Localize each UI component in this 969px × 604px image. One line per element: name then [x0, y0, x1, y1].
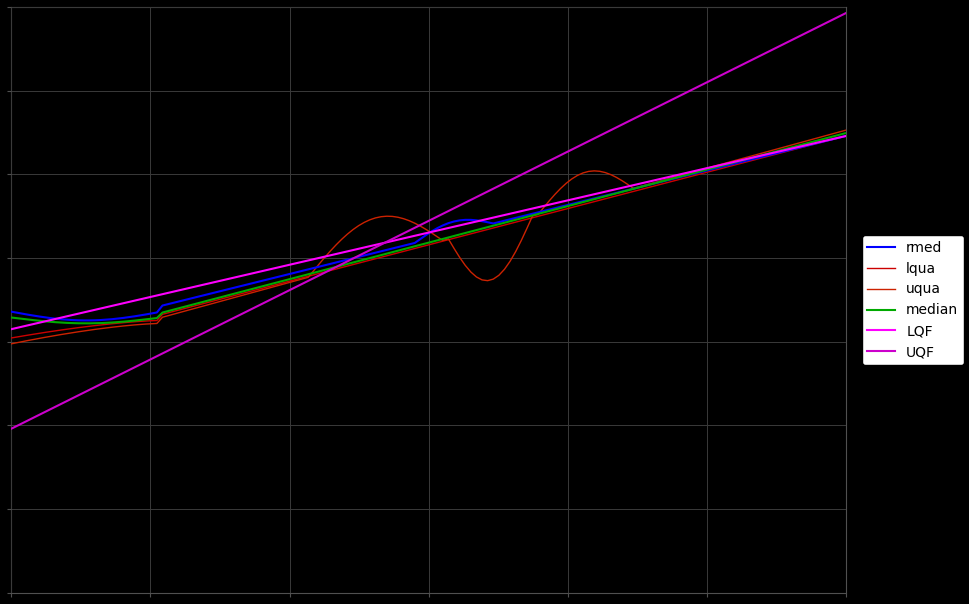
rmed [448, 218, 459, 225]
rmed [285, 270, 297, 277]
rmed [840, 132, 852, 140]
lqua [840, 132, 852, 140]
rmed [341, 256, 353, 263]
uqua [280, 280, 292, 287]
lqua [280, 278, 292, 286]
rmed [588, 195, 600, 202]
median [341, 260, 353, 268]
rmed [78, 316, 90, 324]
median [448, 233, 459, 240]
Legend: rmed, lqua, uqua, median, LQF, UQF: rmed, lqua, uqua, median, LQF, UQF [860, 235, 963, 365]
uqua [582, 168, 594, 175]
lqua [694, 170, 705, 178]
median [5, 314, 16, 321]
median [700, 166, 711, 173]
median [78, 320, 90, 327]
uqua [694, 166, 705, 173]
uqua [476, 276, 487, 283]
rmed [482, 219, 493, 226]
uqua [442, 236, 453, 243]
uqua [840, 126, 852, 133]
lqua [335, 264, 347, 271]
median [840, 129, 852, 137]
lqua [5, 335, 16, 342]
rmed [5, 308, 16, 315]
uqua [5, 340, 16, 347]
median [482, 223, 493, 231]
lqua [582, 199, 594, 207]
median [285, 275, 297, 282]
lqua [476, 227, 487, 234]
uqua [335, 236, 347, 243]
rmed [700, 167, 711, 174]
Line: lqua: lqua [11, 136, 846, 338]
median [588, 196, 600, 203]
lqua [442, 236, 453, 243]
Line: uqua: uqua [11, 130, 846, 344]
Line: rmed: rmed [11, 136, 846, 320]
Line: median: median [11, 133, 846, 323]
